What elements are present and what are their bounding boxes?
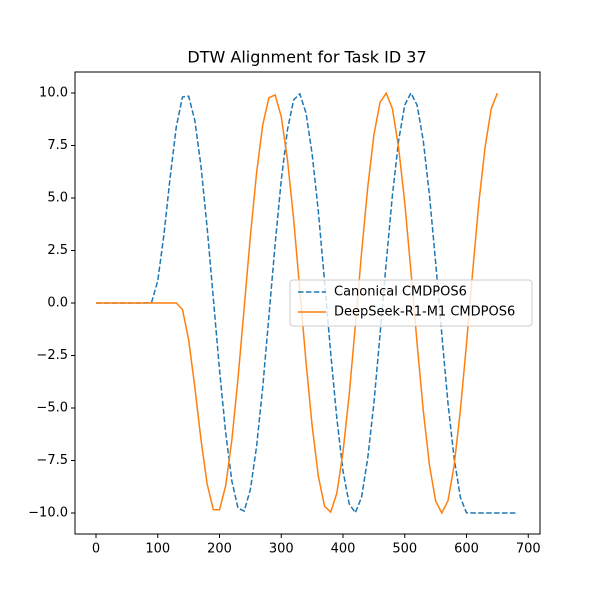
legend-label: Canonical CMDPOS6 (334, 285, 467, 300)
x-tick-label: 0 (92, 542, 100, 557)
y-tick-label: −10.0 (28, 506, 68, 521)
x-tick-label: 500 (392, 542, 417, 557)
y-tick-label: 7.5 (47, 138, 68, 153)
y-tick-label: 5.0 (47, 191, 68, 206)
axes-frame (74, 71, 541, 535)
y-tick-label: 0.0 (47, 296, 68, 311)
y-tick-label: −7.5 (36, 453, 68, 468)
y-tick-label: 10.0 (39, 86, 68, 101)
x-tick-label: 200 (207, 542, 232, 557)
x-tick-label: 400 (331, 542, 356, 557)
line-series (96, 91, 516, 515)
x-tick-label: 700 (516, 542, 541, 557)
x-tick-label: 100 (145, 542, 170, 557)
y-tick-label: 2.5 (47, 243, 68, 258)
line-series (96, 91, 499, 515)
y-tick-label: −2.5 (36, 348, 68, 363)
chart-title: DTW Alignment for Task ID 37 (187, 48, 426, 67)
legend-box (289, 279, 533, 327)
y-tick-label: −5.0 (36, 401, 68, 416)
x-tick-label: 600 (454, 542, 479, 557)
x-tick-label: 300 (269, 542, 294, 557)
legend-label: DeepSeek-R1-M1 CMDPOS6 (334, 305, 515, 320)
